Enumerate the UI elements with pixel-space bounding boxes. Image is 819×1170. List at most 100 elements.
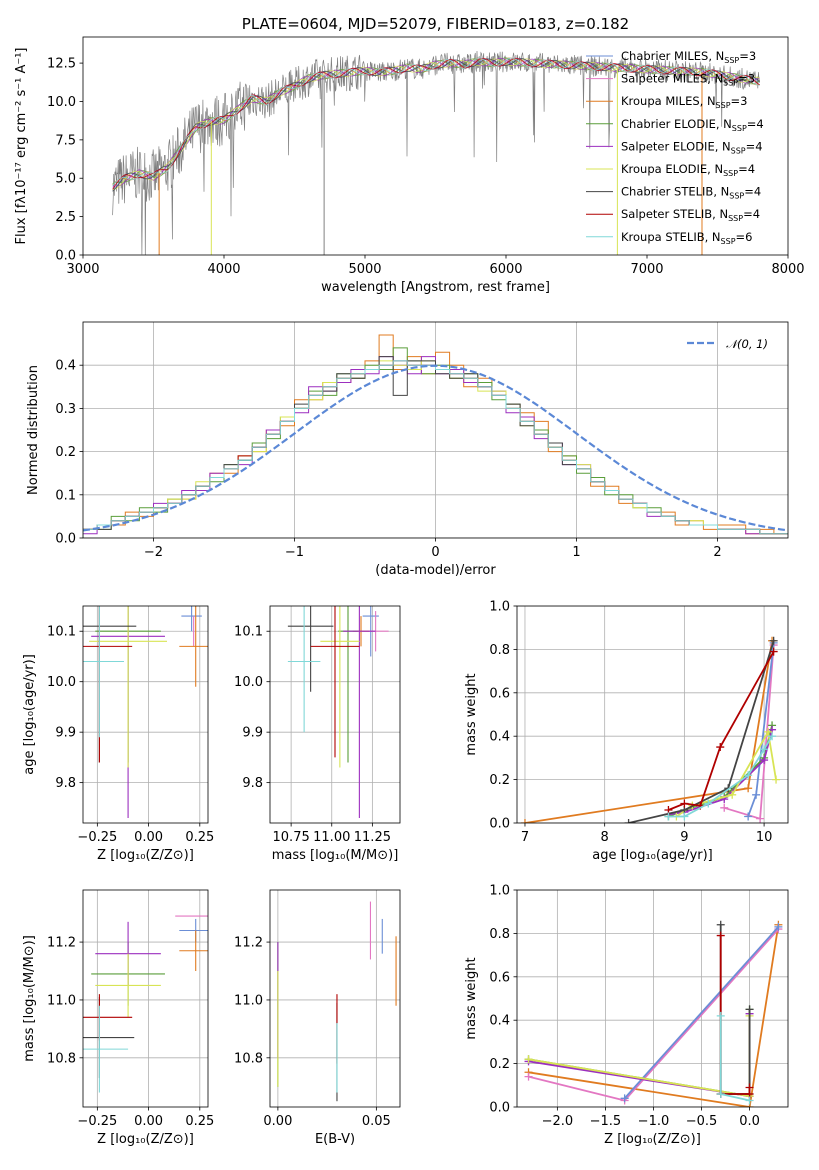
weight-point-marker xyxy=(769,647,778,656)
errorbar-point xyxy=(179,606,208,687)
y-tick-label: 10.8 xyxy=(234,1051,263,1066)
x-tick-label: −2.0 xyxy=(542,1114,574,1129)
weight-point-marker xyxy=(769,636,778,645)
mass-weight-vs-Z-frame xyxy=(516,889,789,1108)
y-tick-label: 10.0 xyxy=(234,675,263,690)
weight-point-marker xyxy=(728,790,737,799)
y-tick-label: 1.0 xyxy=(489,884,510,899)
age-vs-Z-y-axis-label: age [log₁₀(age/yr)] xyxy=(22,654,37,775)
residual-histogram-panel: −2 −1 0 1 2 0.0 0.1 0.2 0.3 0.4 (data-model)/error… xyxy=(26,321,789,578)
weight-point-marker xyxy=(745,1096,754,1105)
spectrum-panel: 3000 4000 5000 6000 7000 8000 0.0 2.5 5.0 7.5 10.0… xyxy=(14,15,805,295)
y-tick-label: 1.0 xyxy=(489,600,510,615)
legend-entry: Salpeter MILES, NSSP=3 xyxy=(621,72,755,88)
x-tick-label: 6000 xyxy=(489,262,522,277)
y-tick-label: 7.5 xyxy=(55,133,76,148)
weight-point-marker xyxy=(744,784,753,793)
mass-vs-ebv-frame xyxy=(269,889,401,1108)
mass-weight-vs-Z-plot-area xyxy=(517,890,788,1107)
x-tick-label: 2 xyxy=(713,545,721,560)
y-tick-label: 0.8 xyxy=(489,927,510,942)
legend-entry: Kroupa ELODIE, NSSP=4 xyxy=(621,162,755,178)
weight-point-marker xyxy=(664,812,673,821)
weight-point-marker xyxy=(752,790,761,799)
model-fit-line xyxy=(112,58,761,192)
mass-weight-vs-Z-panel: −2.0 −1.5 −1.0 −0.5 0.0 0.0 0.2 0.4 0.6 0.8 1.0 Z [… xyxy=(464,884,789,1147)
errorbar-point xyxy=(320,606,360,768)
y-tick-label: 0.2 xyxy=(55,445,76,460)
weight-point-marker xyxy=(624,819,633,823)
weight-point-marker xyxy=(745,1005,754,1014)
y-tick-label: 0.3 xyxy=(55,402,76,417)
mass-weight-vs-age-plot-area xyxy=(517,606,788,823)
legend-entry: Chabrier MILES, NSSP=3 xyxy=(621,49,756,65)
x-tick-label: 11.25 xyxy=(354,830,391,845)
spectrum-plot-area xyxy=(112,50,761,255)
x-tick-label: 7000 xyxy=(630,262,663,277)
weight-point-marker xyxy=(704,799,713,808)
histogram-series xyxy=(83,360,788,538)
spectrum-x-axis-label: wavelength [Angstrom, rest frame] xyxy=(321,280,550,295)
x-tick-label: 0.0 xyxy=(739,1114,760,1129)
x-tick-label: 10.75 xyxy=(273,830,310,845)
weight-point-marker xyxy=(620,1094,629,1103)
y-tick-label: 0.6 xyxy=(489,970,510,985)
y-tick-label: 9.9 xyxy=(55,726,76,741)
mass-vs-ebv-panel: 0.00 0.05 10.8 11.0 11.2 E(B-V) xyxy=(234,889,401,1147)
histogram-legend: 𝒩(0, 1) xyxy=(687,337,768,351)
weight-point-marker xyxy=(760,745,769,754)
y-tick-label: 11.0 xyxy=(234,993,263,1008)
spectrum-y-axis-label: Flux [fλ10⁻¹⁷ erg cm⁻² s⁻¹ A⁻¹] xyxy=(14,48,29,245)
y-tick-label: 0.0 xyxy=(489,817,510,832)
y-tick-label: 10.8 xyxy=(47,1051,76,1066)
y-tick-label: 10.0 xyxy=(47,95,76,110)
weight-point-marker xyxy=(716,743,725,752)
mass-vs-Z-frame xyxy=(82,889,209,1108)
x-tick-label: 0.25 xyxy=(185,830,214,845)
weight-point-marker xyxy=(744,812,753,821)
age-vs-mass-plot-area xyxy=(270,606,400,823)
mass-vs-ebv-plot-area xyxy=(270,890,400,1107)
y-tick-label: 0.4 xyxy=(489,1014,510,1029)
weight-point-marker xyxy=(774,922,783,931)
mass-vs-Z-x-axis-label: Z [log₁₀(Z/Z⊙)] xyxy=(97,1132,194,1147)
weight-point-marker xyxy=(745,1083,754,1092)
residual-histogram-x-axis-label: (data-model)/error xyxy=(375,563,496,578)
weight-series-line xyxy=(628,640,775,823)
legend-entry: Chabrier ELODIE, NSSP=4 xyxy=(621,117,764,133)
y-tick-label: 0.1 xyxy=(55,488,76,503)
weight-point-marker xyxy=(680,812,689,821)
errorbar-point xyxy=(287,606,334,692)
y-tick-label: 10.0 xyxy=(47,675,76,690)
x-tick-label: 0.00 xyxy=(134,1114,163,1129)
errorbar-point xyxy=(310,606,360,758)
legend-entry: Kroupa STELIB, NSSP=6 xyxy=(621,230,752,246)
y-tick-label: 0.8 xyxy=(489,643,510,658)
legend-entry: 𝒩(0, 1) xyxy=(726,337,768,351)
mass-weight-vs-age-panel: 7 8 9 10 0.0 0.2 0.4 0.6 0.8 1.0 age [log₁₀(age/yr… xyxy=(464,600,789,863)
errorbar-point xyxy=(343,606,376,818)
x-tick-label: 0.05 xyxy=(362,1114,391,1129)
y-tick-label: 9.8 xyxy=(55,776,76,791)
spectrum-legend: Chabrier MILES, NSSP=3 Salpeter MILES, NS… xyxy=(586,49,764,246)
x-tick-label: 0 xyxy=(431,545,439,560)
y-tick-label: 11.0 xyxy=(47,993,76,1008)
x-tick-label: −2 xyxy=(144,545,163,560)
normal-curve xyxy=(83,364,788,532)
x-tick-label: −0.25 xyxy=(77,830,117,845)
y-tick-label: 0.2 xyxy=(489,773,510,788)
mass-weight-vs-age-x-axis-label: age [log₁₀(age/yr)] xyxy=(592,848,713,863)
x-tick-label: 5000 xyxy=(348,262,381,277)
mass-weight-vs-Z-x-axis-label: Z [log₁₀(Z/Z⊙)] xyxy=(604,1132,701,1147)
mass-vs-Z-y-axis-label: mass [log₁₀(M/M⊙)] xyxy=(22,935,37,1062)
errorbar-point xyxy=(287,606,321,733)
y-tick-label: 0.4 xyxy=(55,359,76,374)
age-vs-Z-x-axis-label: Z [log₁₀(Z/Z⊙)] xyxy=(97,848,194,863)
weight-point-marker xyxy=(520,819,529,823)
spectrum-frame xyxy=(82,36,789,256)
y-tick-label: 11.2 xyxy=(47,936,76,951)
x-tick-label: 4000 xyxy=(207,262,240,277)
weight-point-marker xyxy=(744,771,753,780)
weight-point-marker xyxy=(716,931,725,940)
